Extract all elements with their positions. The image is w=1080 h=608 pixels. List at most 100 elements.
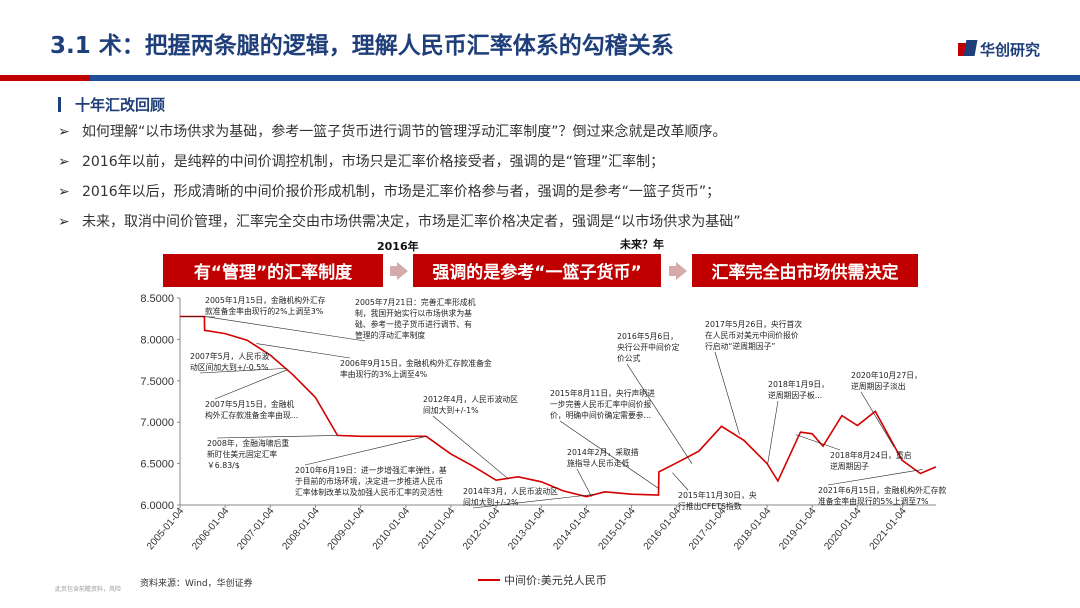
x-tick-label: 2007-01-04 xyxy=(235,506,277,553)
annotation-leader xyxy=(204,316,366,342)
annotation-leader xyxy=(767,400,779,464)
annotation-text: 2007年5月15日，金融机 xyxy=(205,399,295,409)
annotation-leader xyxy=(860,391,895,448)
y-tick-label: 7.5000 xyxy=(140,376,174,388)
bullet-text: 2016年以后，形成清晰的中间价报价形成机制，市场是汇率价格参与者，强调的是参考… xyxy=(82,184,721,200)
stage-basket-regime: 强调的是参考“一篮子货币” xyxy=(413,254,661,287)
annotation-text: 逆周期因子 xyxy=(830,461,869,471)
annotation-text: 2005年7月21日：完善汇率形成机 xyxy=(355,297,476,307)
section-bar-icon xyxy=(58,97,61,112)
logo-text: 华创研究 xyxy=(980,40,1041,59)
x-tick-label: 2017-01-04 xyxy=(687,506,729,553)
annotation-leader xyxy=(626,363,693,464)
annotation-text: 于目前的市场环境，决定进一步推进人民币 xyxy=(295,476,443,486)
annotation-text: 2014年3月，人民币波动区 xyxy=(463,486,558,496)
bullet-item: ➢ 2016年以前，是纯粹的中间价调控机制，市场只是汇率价格接受者，强调的是“管理… xyxy=(58,152,741,182)
annotation-leader xyxy=(256,343,351,359)
annotation-text: 2015年8月11日，央行声明进 xyxy=(550,388,655,398)
x-tick-label: 2011-01-04 xyxy=(416,506,457,552)
annotation-text: 2016年5月6日， xyxy=(617,331,678,341)
x-tick-label: 2013-01-04 xyxy=(506,506,548,553)
annotation-text: 在人民币对美元中间价报价 xyxy=(705,330,799,340)
annotation-text: 一步完善人民币汇率中间价报 xyxy=(550,399,652,409)
y-tick-label: 6.5000 xyxy=(140,459,174,471)
annotation-text: ￥6.83/$ xyxy=(207,461,240,470)
annotation-leader xyxy=(827,469,923,486)
annotation-text: 价，明确中间价确定需要参... xyxy=(550,410,651,420)
annotation-text: 行推出CFETS指数 xyxy=(678,501,742,511)
section-title: 十年汇改回顾 xyxy=(75,96,166,114)
legend-label: 中间价:美元兑人民币 xyxy=(504,573,607,587)
annotation-leader xyxy=(304,435,427,466)
arrow-right-icon: ➢ xyxy=(58,154,70,170)
annotation-text: 2020年10月27日， xyxy=(851,370,922,380)
annotation-text: 行启动“逆周期因子” xyxy=(705,341,775,351)
annotation-text: 2015年11月30日，央 xyxy=(678,490,757,500)
annotation-leader xyxy=(214,369,287,400)
annotation-text: 构外汇存款准备金率由现... xyxy=(205,410,298,420)
series-line-usdcny xyxy=(180,315,937,498)
x-tick-label: 2015-01-04 xyxy=(597,506,639,553)
x-tick-label: 2020-01-04 xyxy=(822,506,864,553)
annotation-text: 管理的浮动汇率制度 xyxy=(355,330,425,340)
bullet-list: ➢ 如何理解“以市场供求为基础，参考一篮子货币进行调节的管理浮动汇率制度”？倒过来… xyxy=(58,122,741,242)
annotation-text: 率由现行的3%上调至4% xyxy=(340,369,427,379)
disclaimer-note: 此页包含前瞻资料，风险 xyxy=(55,586,122,593)
annotation-leader xyxy=(432,415,509,480)
y-tick-label: 6.0000 xyxy=(140,500,174,512)
stage-arrow-stem xyxy=(390,266,398,276)
annotation-leader xyxy=(714,351,740,435)
annotation-leader xyxy=(199,368,287,374)
annotation-leader xyxy=(672,472,689,491)
x-tick-label: 2016-01-04 xyxy=(642,506,684,553)
x-tick-label: 2014-01-04 xyxy=(551,506,593,553)
bullet-text: 2016年以前，是纯粹的中间价调控机制，市场只是汇率价格接受者，强调的是“管理”… xyxy=(82,154,665,170)
arrow-right-icon: ➢ xyxy=(58,214,70,230)
annotation-leader xyxy=(472,493,596,509)
x-tick-label: 2006-01-04 xyxy=(190,506,232,553)
x-tick-label: 2010-01-04 xyxy=(371,506,413,553)
annotation-text: 2006年9月15日，金融机构外汇存款准备金 xyxy=(340,358,492,368)
x-tick-label: 2008-01-04 xyxy=(280,506,322,553)
x-tick-label: 2012-01-04 xyxy=(461,506,503,553)
annotation-leader xyxy=(216,435,338,439)
annotation-text: 2021年6月15日，金融机构外汇存款 xyxy=(818,485,946,495)
arrow-right-icon: ➢ xyxy=(58,184,70,200)
x-tick-label: 2009-01-04 xyxy=(326,506,368,553)
stage-arrow-stem xyxy=(669,266,677,276)
y-tick-label: 8.5000 xyxy=(140,293,174,305)
annotation-text: 制，我国开始实行以市场供求为基 xyxy=(355,308,472,318)
stage-arrow-icon xyxy=(676,262,687,280)
bullet-item: ➢ 未来，取消中间价管理，汇率完全交由市场供需决定，市场是汇率价格决定者，强调是“… xyxy=(58,212,741,242)
section-header: 十年汇改回顾 xyxy=(58,94,165,115)
title-divider xyxy=(0,75,1080,81)
annotation-leader xyxy=(181,316,216,318)
annotation-text: 逆周期因子淡出 xyxy=(851,381,906,391)
x-tick-label: 2018-01-04 xyxy=(732,506,774,553)
timeline-year-2016: 2016年 xyxy=(377,240,419,253)
annotation-leader xyxy=(576,468,592,497)
x-tick-label: 2019-01-04 xyxy=(777,506,819,553)
bullet-text: 如何理解“以市场供求为基础，参考一篮子货币进行调节的管理浮动汇率制度”？倒过来念… xyxy=(82,124,727,140)
timeline-year-future: 未来？年 xyxy=(620,238,664,251)
annotation-text: 础、参考一揽子货币进行调节、有 xyxy=(355,319,472,329)
annotation-text: 2018年8月24日，重启 xyxy=(830,450,912,460)
x-tick-label: 2021-01-04 xyxy=(868,506,910,553)
annotation-text: 2018年1月9日， xyxy=(768,379,829,389)
bullet-text: 未来，取消中间价管理，汇率完全交由市场供需决定，市场是汇率价格决定者，强调是“以… xyxy=(82,214,741,230)
stage-market-regime: 汇率完全由市场供需决定 xyxy=(692,254,918,287)
stage-arrow-icon xyxy=(397,262,408,280)
annotation-text: 央行公开中间价定 xyxy=(617,342,680,352)
annotation-leader xyxy=(559,420,659,489)
y-tick-label: 8.0000 xyxy=(140,334,174,346)
annotation-text: 动区间加大到+/-0.5% xyxy=(190,362,269,372)
arrow-right-icon: ➢ xyxy=(58,124,70,140)
annotation-text: 间加大到+/-2% xyxy=(463,497,519,507)
annotation-text: 2012年4月，人民币波动区 xyxy=(423,394,518,404)
bullet-item: ➢ 如何理解“以市场供求为基础，参考一篮子货币进行调节的管理浮动汇率制度”？倒过来… xyxy=(58,122,741,152)
company-logo: 华创研究 xyxy=(958,38,1040,60)
annotation-text: 准备金率由现行的5%上调至7% xyxy=(818,496,929,506)
y-tick-label: 7.0000 xyxy=(140,417,174,429)
annotation-text: 2005年1月15日，金融机构外汇存 xyxy=(205,295,326,305)
annotation-text: 新盯住美元固定汇率 xyxy=(207,449,277,459)
